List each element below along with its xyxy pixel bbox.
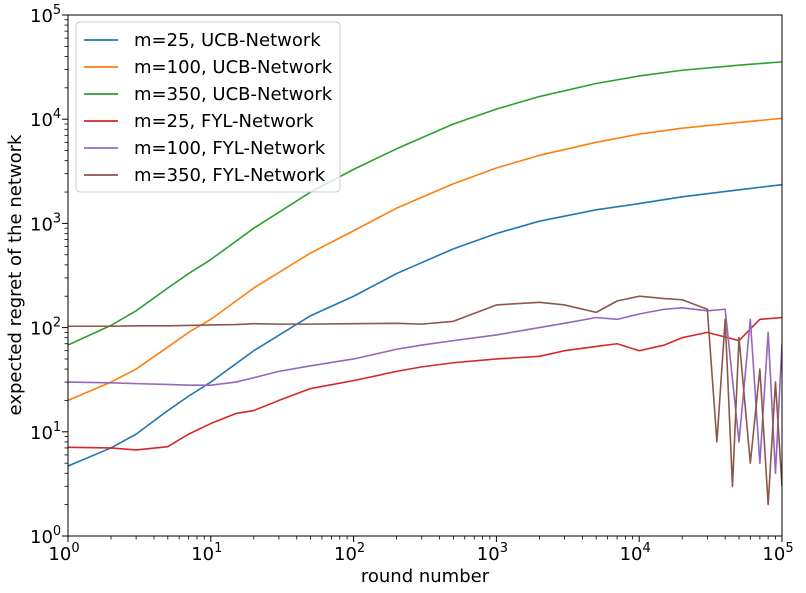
x-tick-label: 100: [48, 541, 79, 565]
x-tick-label: 102: [334, 541, 365, 565]
x-tick-label: 101: [191, 541, 222, 565]
x-axis-label: round number: [361, 566, 490, 587]
legend-label-4: m=25, FYL-Network: [134, 111, 314, 132]
y-tick-label: 102: [30, 316, 61, 340]
legend: m=25, UCB-Network m=100, UCB-Network m=350…: [76, 22, 340, 192]
y-tick-label: 104: [30, 107, 61, 131]
y-tick-label: 101: [30, 420, 61, 444]
y-tick-label: 103: [30, 211, 61, 235]
y-tick-label: 105: [30, 3, 61, 27]
legend-label-3: m=350, UCB-Network: [134, 84, 333, 105]
y-axis-label: expected regret of the network: [5, 134, 26, 415]
legend-label-5: m=100, FYL-Network: [134, 138, 326, 159]
legend-label-2: m=100, UCB-Network: [134, 57, 333, 78]
x-tick-label: 105: [762, 541, 793, 565]
x-tick-label: 103: [477, 541, 508, 565]
legend-label-1: m=25, UCB-Network: [134, 30, 321, 51]
x-tick-label: 104: [620, 541, 651, 565]
legend-label-6: m=350, FYL-Network: [134, 165, 326, 186]
